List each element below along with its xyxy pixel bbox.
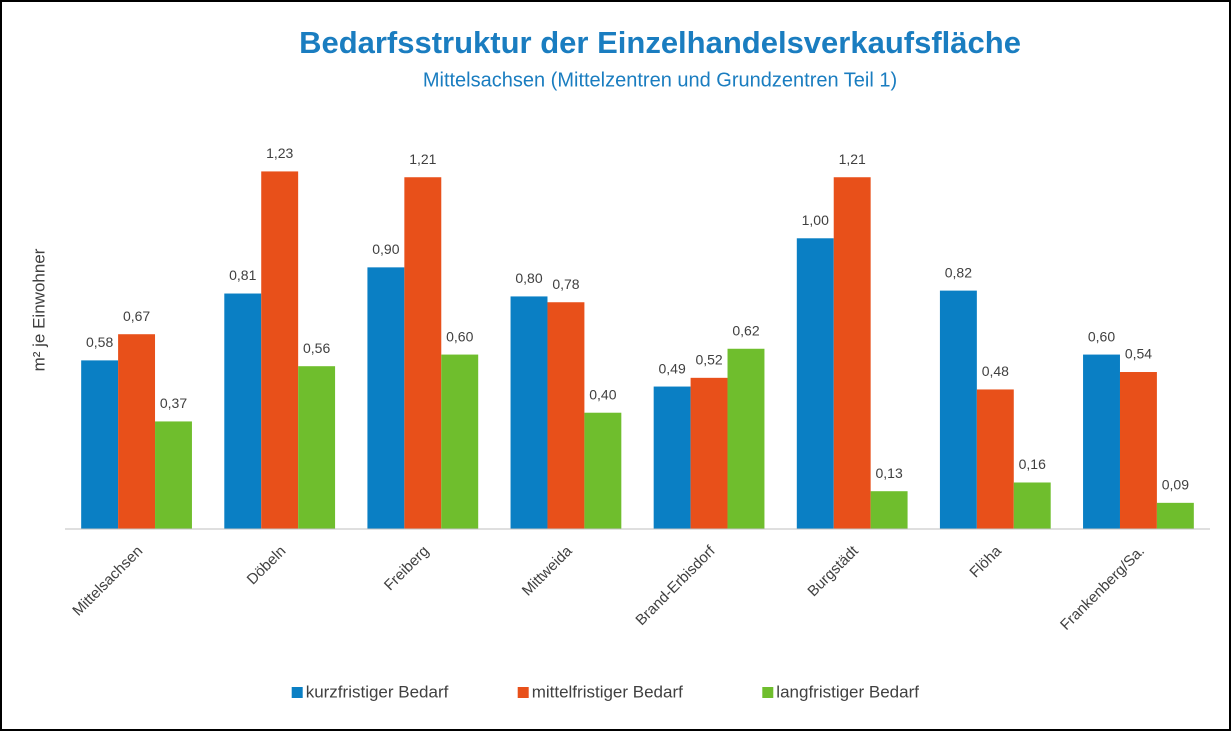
bar (870, 491, 908, 529)
legend-swatch (517, 687, 529, 698)
bar (155, 421, 192, 529)
bar (653, 386, 691, 529)
bar (1013, 482, 1051, 529)
data-label: 0,13 (875, 465, 902, 481)
bar (833, 177, 871, 529)
legend-label: kurzfristiger Bedarf (306, 682, 449, 701)
chart-title: Bedarfsstruktur der Einzelhandelsverkauf… (299, 25, 1021, 60)
legend-swatch (291, 687, 303, 698)
data-label: 0,62 (732, 322, 759, 338)
data-label: 1,23 (266, 145, 293, 161)
data-label: 0,78 (552, 276, 579, 292)
bar (81, 360, 119, 529)
bar (510, 296, 548, 529)
bar (939, 290, 977, 529)
chart-subtitle: Mittelsachsen (Mittelzentren und Grundze… (423, 69, 897, 91)
bar (727, 348, 765, 529)
bar (118, 334, 156, 529)
data-label: 0,81 (229, 267, 256, 283)
data-label: 0,56 (303, 340, 330, 356)
data-label: 0,82 (945, 264, 972, 280)
bar (1119, 372, 1157, 529)
y-axis-label: m² je Einwohner (29, 248, 48, 371)
data-label: 1,21 (409, 151, 436, 167)
bar (367, 267, 405, 529)
data-label: 0,49 (659, 360, 686, 376)
data-label: 0,54 (1125, 346, 1152, 362)
data-label: 0,52 (695, 352, 722, 368)
data-label: 0,60 (446, 328, 473, 344)
bar (224, 293, 262, 529)
data-label: 0,58 (86, 334, 113, 350)
bar (441, 354, 479, 529)
legend-label: langfristiger Bedarf (776, 682, 919, 701)
legend-swatch (762, 687, 774, 698)
data-label: 0,80 (515, 270, 542, 286)
data-label: 0,09 (1162, 477, 1189, 493)
bar (1083, 354, 1120, 529)
data-label: 1,21 (839, 151, 866, 167)
bar (404, 177, 442, 529)
data-label: 0,40 (589, 386, 616, 402)
bar (796, 238, 834, 530)
bar (976, 389, 1014, 529)
data-label: 0,67 (123, 308, 150, 324)
data-label: 1,00 (802, 212, 829, 228)
bar (298, 366, 336, 529)
legend-label: mittelfristiger Bedarf (532, 682, 683, 701)
data-label: 0,16 (1019, 456, 1046, 472)
data-label: 0,37 (160, 395, 187, 411)
bar (584, 412, 622, 529)
bar (261, 171, 299, 529)
bar (1156, 502, 1194, 529)
data-label: 0,90 (372, 241, 399, 257)
bar (690, 377, 728, 529)
data-label: 0,48 (982, 363, 1009, 379)
bar (547, 302, 585, 529)
data-label: 0,60 (1088, 328, 1115, 344)
